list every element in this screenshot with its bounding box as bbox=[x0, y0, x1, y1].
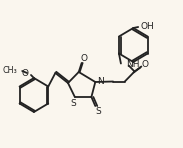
Text: S: S bbox=[95, 107, 101, 115]
Text: O: O bbox=[22, 69, 29, 78]
Text: CH₃: CH₃ bbox=[3, 66, 17, 74]
Text: OH: OH bbox=[140, 21, 154, 30]
Text: O: O bbox=[80, 53, 87, 62]
Text: N: N bbox=[97, 77, 104, 86]
Text: S: S bbox=[70, 99, 76, 107]
Text: O: O bbox=[142, 60, 149, 69]
Text: NH: NH bbox=[126, 60, 139, 69]
